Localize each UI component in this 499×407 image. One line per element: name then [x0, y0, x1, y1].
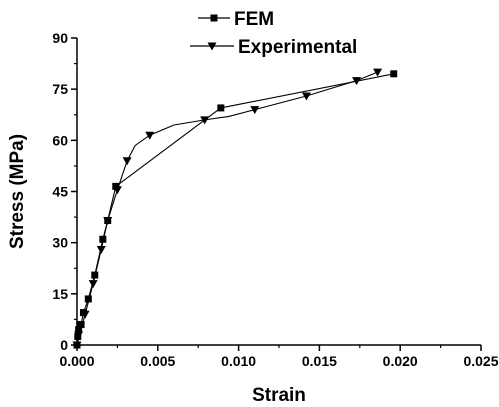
- x-tick-label: 0.020: [383, 353, 418, 369]
- x-axis-title: Strain: [252, 385, 306, 406]
- data-point: [200, 116, 210, 125]
- data-point: [301, 92, 311, 101]
- data-point: [80, 310, 90, 319]
- ticks: 0.000 0.005 0.010 0.015 0.020 0.025 0 15 30 45 60 7…: [52, 30, 498, 369]
- data-point: [217, 104, 225, 112]
- x-tick-label: 0.005: [140, 353, 175, 369]
- data-point: [96, 245, 106, 254]
- data-point: [250, 106, 260, 115]
- series-experimental: [72, 68, 383, 350]
- y-tick-label: 30: [52, 235, 68, 251]
- data-point: [145, 131, 155, 140]
- data-point: [75, 322, 85, 331]
- legend: FEM Experimental: [190, 9, 357, 58]
- legend-label-experimental: Experimental: [238, 37, 357, 58]
- data-point: [373, 68, 383, 77]
- y-tick-label: 90: [52, 30, 68, 46]
- x-tick-label: 0.025: [463, 353, 498, 369]
- x-tick-label: 0.010: [221, 353, 256, 369]
- x-tick-label: 0.015: [302, 353, 337, 369]
- data-point: [390, 70, 398, 78]
- legend-marker: [210, 14, 218, 22]
- y-tick-label: 15: [52, 286, 68, 302]
- data-point: [75, 326, 83, 334]
- y-axis-title: Stress (MPa): [7, 134, 28, 249]
- data-point: [352, 77, 362, 86]
- x-tick-label: 0.000: [59, 353, 94, 369]
- data-point: [99, 235, 107, 243]
- data-point: [112, 186, 122, 195]
- series-line: [76, 71, 378, 346]
- legend-item-fem: FEM: [198, 9, 274, 30]
- data-point: [122, 157, 132, 166]
- data-point: [84, 295, 92, 303]
- y-tick-label: 0: [60, 337, 68, 353]
- series-layer: [72, 68, 398, 350]
- axes: [76, 38, 481, 346]
- series-fem: [73, 70, 398, 349]
- legend-marker: [207, 42, 217, 51]
- data-point: [74, 331, 84, 340]
- data-point: [88, 280, 98, 289]
- data-point: [72, 341, 82, 350]
- legend-item-experimental: Experimental: [190, 37, 357, 58]
- y-tick-label: 45: [52, 184, 68, 200]
- legend-label-fem: FEM: [234, 9, 274, 30]
- y-tick-label: 75: [52, 81, 68, 97]
- y-tick-label: 60: [52, 132, 68, 148]
- data-point: [103, 216, 113, 225]
